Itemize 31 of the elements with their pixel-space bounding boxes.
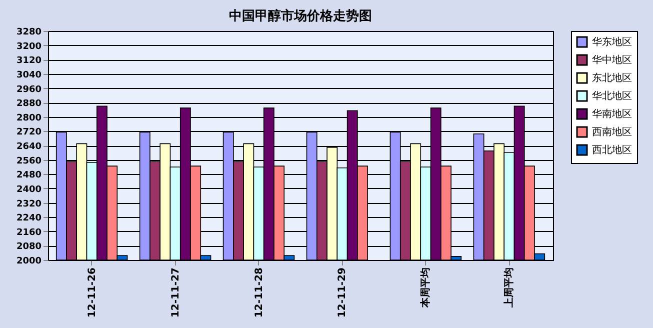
legend-label: 西南地区 xyxy=(592,126,632,138)
y-tick-label: 2400 xyxy=(16,184,42,195)
legend-label: 华中地区 xyxy=(592,54,632,66)
y-tick-label: 2640 xyxy=(16,142,42,152)
legend-label: 华东地区 xyxy=(592,36,632,48)
legend-label: 东北地区 xyxy=(592,72,632,84)
x-tick-label: 12-11-28 xyxy=(254,267,265,318)
y-tick-label: 3120 xyxy=(16,56,42,66)
y-tick-label: 3280 xyxy=(16,28,42,38)
legend-label: 华南地区 xyxy=(592,108,632,120)
y-tick-label: 2480 xyxy=(16,170,42,181)
y-tick-label: 2800 xyxy=(16,113,42,124)
x-tick-label: 本周平均 xyxy=(420,268,432,308)
x-tick-label: 12-11-29 xyxy=(337,267,348,318)
y-tick-label: 2320 xyxy=(16,199,42,210)
y-tick-label: 2720 xyxy=(16,128,42,138)
x-tick-label: 12-11-27 xyxy=(170,267,182,318)
y-tick-label: 2160 xyxy=(16,228,42,238)
y-tick-label: 3200 xyxy=(16,42,42,52)
y-tick-label: 2880 xyxy=(16,99,42,110)
y-tick-label: 2080 xyxy=(16,242,42,252)
legend-label: 西北地区 xyxy=(592,144,632,156)
y-tick-label: 2000 xyxy=(16,256,42,266)
y-tick-label: 2240 xyxy=(16,214,42,224)
chart-title: 中国甲醇市场价格走势图 xyxy=(229,8,372,24)
y-tick-label: 3040 xyxy=(16,70,42,80)
y-tick-label: 2960 xyxy=(16,84,42,95)
x-tick-label: 上周平均 xyxy=(503,268,516,308)
x-tick-label: 12-11-26 xyxy=(86,267,98,318)
legend-label: 华北地区 xyxy=(592,90,632,102)
y-tick-label: 2560 xyxy=(16,156,42,166)
